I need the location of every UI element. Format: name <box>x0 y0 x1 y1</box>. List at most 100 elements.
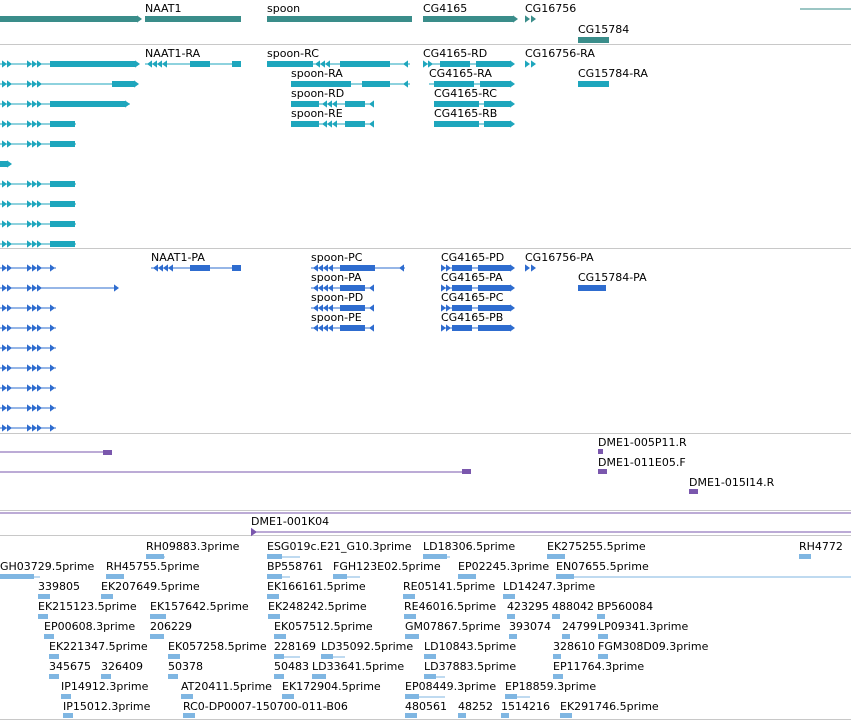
feature-glyph[interactable] <box>423 16 513 22</box>
feature-glyph[interactable] <box>598 469 607 474</box>
feature-glyph[interactable] <box>150 634 164 639</box>
feature-glyph[interactable] <box>103 450 112 455</box>
feature-glyph[interactable] <box>552 614 560 619</box>
feature-label[interactable]: NAAT1-PA <box>151 251 205 264</box>
feature-label[interactable]: 1514216 <box>501 700 550 713</box>
feature-glyph[interactable] <box>597 614 605 619</box>
feature-glyph[interactable] <box>560 713 572 718</box>
feature-glyph[interactable] <box>404 614 416 619</box>
feature-label[interactable]: EK166161.5prime <box>267 580 366 593</box>
feature-label[interactable]: EK207649.5prime <box>101 580 200 593</box>
feature-label[interactable]: LD10843.5prime <box>424 640 516 653</box>
feature-glyph[interactable] <box>478 265 510 271</box>
feature-glyph[interactable] <box>274 634 286 639</box>
feature-glyph[interactable] <box>50 241 75 247</box>
feature-label[interactable]: spoon-PA <box>311 271 362 284</box>
feature-label[interactable]: CG15784 <box>578 23 629 36</box>
feature-label[interactable]: spoon <box>267 2 300 15</box>
feature-glyph[interactable] <box>267 61 313 67</box>
feature-glyph[interactable] <box>484 121 510 127</box>
feature-label[interactable]: 48252 <box>458 700 493 713</box>
feature-label[interactable]: LD35092.5prime <box>321 640 413 653</box>
feature-label[interactable]: LD18306.5prime <box>423 540 515 553</box>
feature-glyph[interactable] <box>190 61 210 67</box>
feature-glyph[interactable] <box>190 265 210 271</box>
feature-glyph[interactable] <box>267 16 412 22</box>
feature-glyph[interactable] <box>49 674 59 679</box>
feature-label[interactable]: EP02245.3prime <box>458 560 549 573</box>
feature-glyph[interactable] <box>434 81 474 87</box>
feature-label[interactable]: GH03729.5prime <box>0 560 95 573</box>
feature-label[interactable]: spoon-RE <box>291 107 343 120</box>
feature-label[interactable]: DME1-005P11.R <box>598 436 687 449</box>
feature-label[interactable]: EP00608.3prime <box>44 620 135 633</box>
feature-glyph[interactable] <box>503 594 515 599</box>
feature-glyph[interactable] <box>181 694 193 699</box>
feature-label[interactable]: RE05141.5prime <box>403 580 495 593</box>
feature-glyph[interactable] <box>509 634 517 639</box>
feature-label[interactable]: 206229 <box>150 620 192 633</box>
feature-label[interactable]: CG15784-RA <box>578 67 648 80</box>
feature-label[interactable]: CG15784-PA <box>578 271 647 284</box>
feature-label[interactable]: EK291746.5prime <box>560 700 659 713</box>
feature-glyph[interactable] <box>345 121 365 127</box>
feature-glyph[interactable] <box>50 61 135 67</box>
feature-label[interactable]: BP558761 <box>267 560 323 573</box>
feature-label[interactable]: 228169 <box>274 640 316 653</box>
feature-glyph[interactable] <box>274 674 284 679</box>
feature-label[interactable]: RH09883.3prime <box>146 540 240 553</box>
feature-glyph[interactable] <box>480 81 510 87</box>
feature-glyph[interactable] <box>598 654 608 659</box>
feature-label[interactable]: 50483 <box>274 660 309 673</box>
feature-glyph[interactable] <box>150 614 166 619</box>
feature-glyph[interactable] <box>458 574 476 579</box>
feature-glyph[interactable] <box>478 285 510 291</box>
feature-label[interactable]: EK215123.5prime <box>38 600 137 613</box>
feature-glyph[interactable] <box>689 489 698 494</box>
feature-glyph[interactable] <box>340 265 375 271</box>
feature-glyph[interactable] <box>38 614 48 619</box>
feature-glyph[interactable] <box>291 121 319 127</box>
feature-label[interactable]: EK157642.5prime <box>150 600 249 613</box>
feature-label[interactable]: 480561 <box>405 700 447 713</box>
feature-glyph[interactable] <box>553 674 563 679</box>
feature-glyph[interactable] <box>462 469 471 474</box>
feature-glyph[interactable] <box>440 61 470 67</box>
feature-glyph[interactable] <box>183 713 195 718</box>
feature-label[interactable]: 345675 <box>49 660 91 673</box>
feature-glyph[interactable] <box>340 305 365 311</box>
feature-label[interactable]: DME1-001K04 <box>251 515 329 528</box>
feature-glyph[interactable] <box>452 325 472 331</box>
feature-label[interactable]: GM07867.5prime <box>405 620 501 633</box>
feature-label[interactable]: EK057512.5prime <box>274 620 373 633</box>
feature-glyph[interactable] <box>340 61 390 67</box>
feature-glyph[interactable] <box>232 265 241 271</box>
feature-glyph[interactable] <box>50 221 75 227</box>
feature-glyph[interactable] <box>578 37 609 43</box>
feature-label[interactable]: EK057258.5prime <box>168 640 267 653</box>
feature-label[interactable]: 328610 <box>553 640 595 653</box>
feature-glyph[interactable] <box>168 654 180 659</box>
feature-glyph[interactable] <box>452 285 472 291</box>
feature-label[interactable]: 326409 <box>101 660 143 673</box>
feature-label[interactable]: EK275255.5prime <box>547 540 646 553</box>
feature-glyph[interactable] <box>50 121 75 127</box>
feature-glyph[interactable] <box>598 449 603 454</box>
feature-label[interactable]: CG4165-PB <box>441 311 503 324</box>
feature-glyph[interactable] <box>44 634 54 639</box>
feature-label[interactable]: RH4772 <box>799 540 843 553</box>
feature-glyph[interactable] <box>268 614 280 619</box>
feature-glyph[interactable] <box>452 305 472 311</box>
feature-glyph[interactable] <box>598 634 608 639</box>
feature-glyph[interactable] <box>578 285 606 291</box>
feature-glyph[interactable] <box>112 81 134 87</box>
feature-glyph[interactable] <box>145 16 241 22</box>
feature-label[interactable]: CG4165-RA <box>429 67 492 80</box>
feature-label[interactable]: spoon-PC <box>311 251 363 264</box>
feature-glyph[interactable] <box>403 594 415 599</box>
feature-label[interactable]: RE46016.5prime <box>404 600 496 613</box>
feature-glyph[interactable] <box>452 265 472 271</box>
feature-label[interactable]: EN07655.5prime <box>556 560 649 573</box>
feature-glyph[interactable] <box>340 285 365 291</box>
feature-label[interactable]: spoon-RA <box>291 67 343 80</box>
